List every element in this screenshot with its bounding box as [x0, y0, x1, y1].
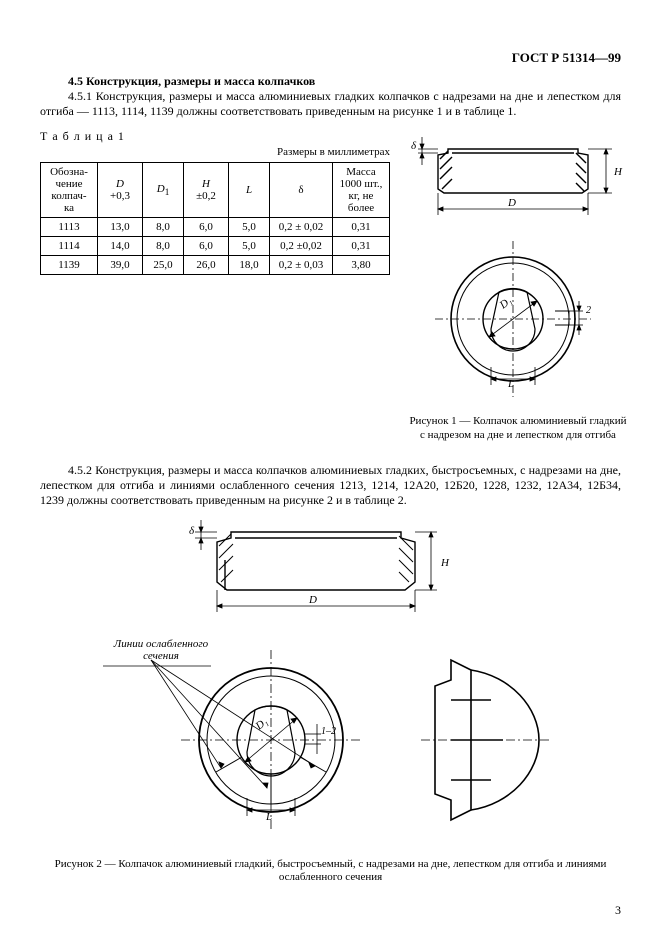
- figure1-svg: δ H D: [408, 129, 628, 409]
- figure1-caption: Рисунок 1 — Колпачок алюминиевый гладкий…: [408, 415, 628, 443]
- doc-header: ГОСТ Р 51314—99: [40, 50, 621, 66]
- label2-12: 1–2: [321, 726, 336, 737]
- th-mass: Масса1000 шт.,кг, неболее: [333, 163, 390, 218]
- page: ГОСТ Р 51314—99 4.5 Конструкция, размеры…: [0, 0, 661, 948]
- label-D: D: [507, 197, 516, 209]
- figure2-svg: δ H D: [81, 520, 581, 850]
- section-num: 4.5: [68, 74, 83, 88]
- th-D: D+0,3: [98, 163, 143, 218]
- th-H: H±0,2: [184, 163, 229, 218]
- th-delta: δ: [270, 163, 333, 218]
- th-D1: D1: [143, 163, 184, 218]
- table1-block: Т а б л и ц а 1 Размеры в миллиметрах Об…: [40, 129, 390, 275]
- section-title: 4.5 Конструкция, размеры и масса колпачк…: [40, 74, 621, 89]
- section-title-text: Конструкция, размеры и масса колпачков: [86, 74, 315, 88]
- figure2-block: δ H D: [40, 520, 621, 886]
- svg-text:2: 2: [586, 305, 591, 316]
- label-delta: δ: [411, 140, 417, 152]
- row-table-fig1: Т а б л и ц а 1 Размеры в миллиметрах Об…: [40, 129, 621, 443]
- table-header-row: Обозна-чениеколпач-ка D+0,3 D1 H±0,2 L δ…: [41, 163, 390, 218]
- label2-delta: δ: [189, 525, 195, 537]
- label2-L: L: [265, 811, 272, 823]
- table1-caption: Т а б л и ц а 1: [40, 129, 390, 144]
- label-D1: D₁: [497, 295, 515, 312]
- th-L: L: [229, 163, 270, 218]
- figure1-area: δ H D: [408, 129, 628, 443]
- label-L: L: [507, 378, 514, 390]
- th-code: Обозна-чениеколпач-ка: [41, 163, 98, 218]
- table1: Обозна-чениеколпач-ка D+0,3 D1 H±0,2 L δ…: [40, 162, 390, 275]
- paragraph-451: 4.5.1 Конструкция, размеры и масса алюми…: [40, 89, 621, 119]
- table1-units: Размеры в миллиметрах: [40, 146, 390, 158]
- label-H: H: [613, 166, 623, 178]
- label2-H: H: [440, 557, 450, 569]
- annotation-weakened-lines: Линии ослабленного сечения: [101, 638, 221, 662]
- label2-D: D: [308, 594, 317, 606]
- table-row: 1139 39,0 25,0 26,0 18,0 0,2 ± 0,03 3,80: [41, 256, 390, 275]
- label2-D1: D₁: [252, 715, 270, 732]
- table-row: 1113 13,0 8,0 6,0 5,0 0,2 ± 0,02 0,31: [41, 218, 390, 237]
- paragraph-452: 4.5.2 Конструкция, размеры и масса колпа…: [40, 463, 621, 508]
- table-row: 1114 14,0 8,0 6,0 5,0 0,2 ±0,02 0,31: [41, 237, 390, 256]
- figure2-caption: Рисунок 2 — Колпачок алюминиевый гладкий…: [40, 858, 621, 886]
- page-number: 3: [40, 903, 621, 918]
